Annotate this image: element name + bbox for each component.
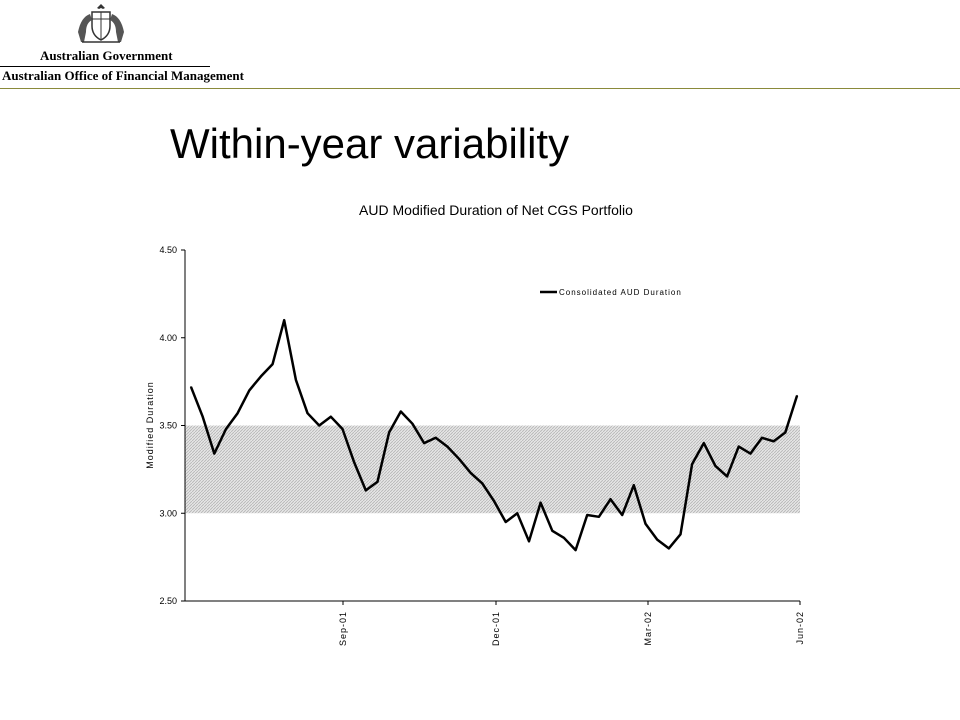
data-point [306,412,309,415]
data-point [714,465,717,467]
data-point [295,379,297,381]
y-tick-label: 4.50 [159,245,177,255]
data-point [737,445,740,448]
data-point [190,386,192,388]
data-point [504,521,507,523]
data-point [248,389,251,392]
data-point [796,394,798,397]
data-point [236,412,239,415]
data-point [656,538,658,541]
data-point [353,461,355,464]
data-point [260,375,262,378]
data-point [399,410,402,413]
x-tick-label: Dec-01 [491,611,501,646]
data-point [772,440,775,443]
data-point [411,422,414,425]
data-point [563,537,565,539]
data-point [784,431,787,434]
data-point [539,501,542,504]
x-tick-label: Jun-02 [795,611,805,645]
header-underline [0,66,210,67]
data-point [423,442,425,444]
y-tick-label: 3.50 [159,421,177,431]
data-point [330,415,332,418]
data-point [551,530,554,532]
data-point [528,540,530,543]
data-point [644,522,647,525]
data-point [446,445,449,448]
government-name: Australian Government [40,48,173,63]
data-point [283,319,286,322]
data-point [574,549,577,551]
y-axis-label: Modified Duration [145,381,155,469]
data-point [201,415,204,418]
data-point [668,547,670,550]
data-point [761,436,763,439]
y-tick-label: 2.50 [159,596,177,606]
office-name: Australian Office of Financial Managemen… [2,68,244,83]
coat-of-arms-icon [78,4,124,43]
data-point [633,484,635,486]
data-point [469,472,472,474]
y-tick-label: 3.00 [159,508,177,518]
data-point [493,500,495,502]
data-point [481,482,484,485]
data-point [213,452,216,455]
data-point [376,480,379,483]
data-point [318,424,320,427]
data-point [388,431,390,434]
data-point [679,533,682,536]
chart-title: AUD Modified Duration of Net CGS Portfol… [359,202,633,218]
data-point [434,436,437,439]
data-point [365,489,367,492]
y-tick-label: 4.00 [159,333,177,343]
data-point [749,452,752,455]
data-point [598,515,600,518]
data-point [702,442,705,444]
data-point [586,514,589,516]
x-tick-label: Sep-01 [338,611,348,646]
slide-title: Within-year variability [170,120,570,167]
data-point [609,498,612,501]
data-point [271,363,274,365]
data-point [225,428,227,430]
legend-label: Consolidated AUD Duration [559,288,682,297]
data-point [341,428,344,430]
x-tick-label: Mar-02 [643,611,653,646]
data-point [691,463,693,465]
header-divider [0,88,960,89]
data-point [458,458,460,460]
data-point [621,514,623,516]
data-point [726,475,728,478]
data-point [516,512,519,515]
